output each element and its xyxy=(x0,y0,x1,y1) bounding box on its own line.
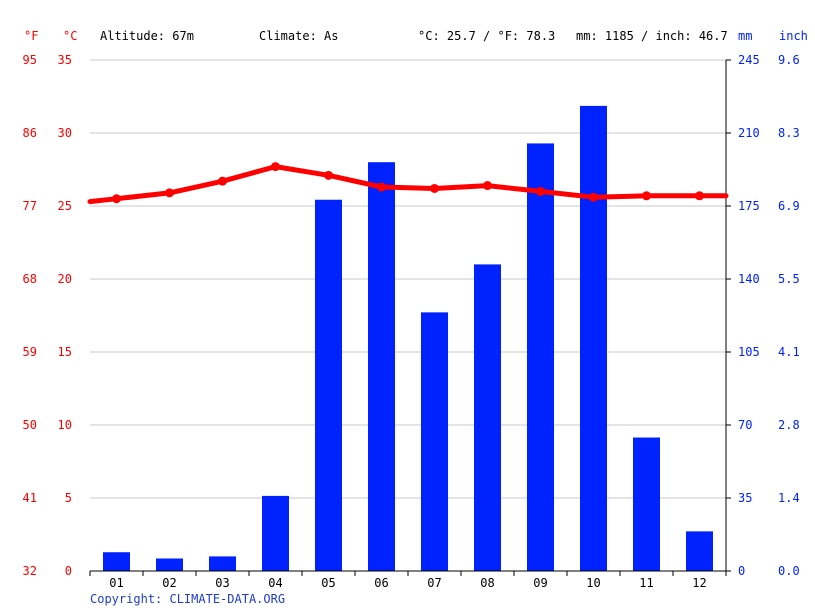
celsius-tick-label: 5 xyxy=(65,491,72,505)
celsius-tick-label: 15 xyxy=(58,345,72,359)
month-label: 02 xyxy=(162,576,176,590)
celsius-tick-label: 25 xyxy=(58,199,72,213)
fahrenheit-tick-label: 68 xyxy=(23,272,37,286)
temperature-point xyxy=(324,170,333,180)
inch-tick-label: 9.6 xyxy=(778,53,800,67)
temperature-line xyxy=(87,164,729,205)
mm-tick-label: 175 xyxy=(738,199,760,213)
month-label: 03 xyxy=(215,576,229,590)
copyright-link[interactable]: Copyright: CLIMATE-DATA.ORG xyxy=(90,592,286,606)
fahrenheit-tick-label: 50 xyxy=(23,418,37,432)
mm-tick-label: 70 xyxy=(738,418,752,432)
unit-fahrenheit-label: °F xyxy=(24,29,39,43)
celsius-tick-label: 20 xyxy=(58,272,72,286)
temperature-point xyxy=(695,191,704,201)
month-label: 06 xyxy=(374,576,388,590)
mm-tick-label: 35 xyxy=(738,491,752,505)
fahrenheit-tick-label: 95 xyxy=(23,53,37,67)
precipitation-bar xyxy=(315,199,342,571)
temperature-point xyxy=(642,191,651,201)
inch-tick-label: 8.3 xyxy=(778,126,800,140)
month-label: 04 xyxy=(268,576,282,590)
precipitation-bar xyxy=(580,105,607,571)
month-label: 01 xyxy=(109,576,123,590)
fahrenheit-tick-label: 86 xyxy=(23,126,37,140)
fahrenheit-tick-label: 41 xyxy=(23,491,37,505)
mm-tick-label: 245 xyxy=(738,53,760,67)
inch-tick-label: 0.0 xyxy=(778,564,800,578)
month-label: 09 xyxy=(533,576,547,590)
precipitation-bar xyxy=(262,495,289,571)
precipitation-bar xyxy=(686,531,713,571)
precipitation-summary: mm: 1185 / inch: 46.7 xyxy=(576,29,728,43)
celsius-tick-label: 35 xyxy=(58,53,72,67)
temperature-point xyxy=(165,188,174,198)
temperature-point xyxy=(430,183,439,193)
precipitation-bar xyxy=(527,143,554,571)
month-label: 12 xyxy=(692,576,706,590)
unit-mm-label: mm xyxy=(738,29,753,43)
inch-tick-label: 6.9 xyxy=(778,199,800,213)
celsius-tick-label: 10 xyxy=(58,418,72,432)
precipitation-bar xyxy=(474,264,501,571)
inch-tick-label: 5.5 xyxy=(778,272,800,286)
mm-tick-label: 0 xyxy=(738,564,745,578)
temperature-point xyxy=(218,176,227,186)
inch-tick-label: 1.4 xyxy=(778,491,800,505)
mm-tick-label: 140 xyxy=(738,272,760,286)
temperature-point xyxy=(483,181,492,191)
precipitation-bar xyxy=(103,552,130,571)
climate-label: Climate: As xyxy=(259,29,339,43)
precipitation-bar xyxy=(156,558,183,571)
mm-tick-label: 210 xyxy=(738,126,760,140)
temperature-summary: °C: 25.7 / °F: 78.3 xyxy=(418,29,556,43)
temperature-point xyxy=(377,182,386,192)
unit-celsius-label: °C xyxy=(63,29,78,43)
fahrenheit-tick-label: 77 xyxy=(23,199,37,213)
month-label: 11 xyxy=(639,576,653,590)
altitude-label: Altitude: 67m xyxy=(100,29,194,43)
month-label: 07 xyxy=(427,576,441,590)
precipitation-bar xyxy=(633,437,660,571)
celsius-tick-label: 0 xyxy=(65,564,72,578)
precipitation-bar xyxy=(368,162,395,571)
temperature-point xyxy=(536,186,545,196)
fahrenheit-tick-label: 32 xyxy=(23,564,37,578)
mm-tick-label: 105 xyxy=(738,345,760,359)
temperature-point xyxy=(112,194,121,204)
precipitation-bar xyxy=(209,556,236,571)
precipitation-bar xyxy=(421,312,448,571)
inch-tick-label: 4.1 xyxy=(778,345,800,359)
unit-inch-label: inch xyxy=(779,29,808,43)
celsius-tick-label: 30 xyxy=(58,126,72,140)
inch-tick-label: 2.8 xyxy=(778,418,800,432)
temperature-point xyxy=(589,192,598,202)
month-label: 05 xyxy=(321,576,335,590)
month-label: 10 xyxy=(586,576,600,590)
fahrenheit-tick-label: 59 xyxy=(23,345,37,359)
temperature-point xyxy=(271,162,280,172)
month-label: 08 xyxy=(480,576,494,590)
